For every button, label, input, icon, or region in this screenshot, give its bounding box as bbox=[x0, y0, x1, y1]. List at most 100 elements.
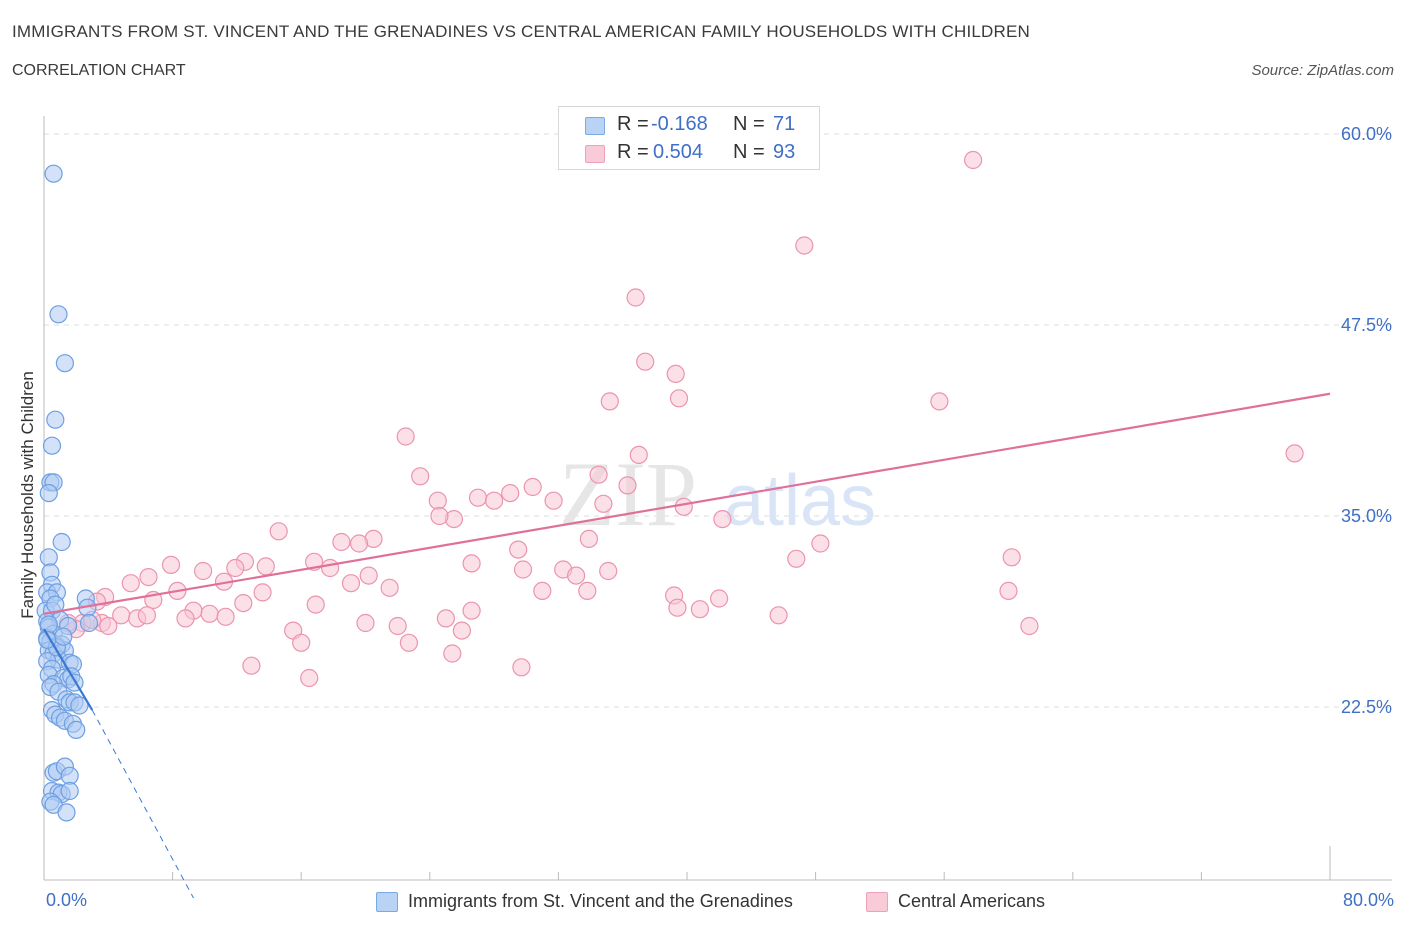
legend-label: Central Americans bbox=[898, 891, 1046, 911]
stats-legend: R = -0.168 N = 71 R = 0.504 N = 93 bbox=[558, 106, 820, 170]
central-americans-point-24 bbox=[430, 506, 449, 526]
immigrants-point-58 bbox=[60, 766, 79, 785]
central-americans-point-51 bbox=[380, 578, 399, 597]
central-americans-point-50 bbox=[341, 574, 361, 593]
central-americans-point-21 bbox=[674, 497, 693, 516]
immigrants-point-9 bbox=[39, 548, 58, 567]
r-value: -0.168 bbox=[651, 113, 708, 135]
central-americans-point-65 bbox=[709, 589, 729, 608]
immigrants-point-3 bbox=[46, 410, 65, 429]
central-americans-point-16 bbox=[468, 488, 488, 507]
central-americans-point-79 bbox=[769, 606, 788, 625]
trend-line-immigrants bbox=[43, 628, 94, 711]
source-credit: Source: ZipAtlas.com bbox=[1251, 62, 1394, 79]
central-americans-point-84 bbox=[452, 621, 471, 640]
central-americans-point-17 bbox=[428, 491, 447, 510]
y-tick-labels: 22.5% 35.0% 47.5% 60.0% bbox=[1341, 124, 1392, 717]
series-immigrants-st-vincent bbox=[36, 164, 99, 822]
central-americans-point-12 bbox=[589, 465, 608, 484]
central-americans-point-25 bbox=[269, 522, 288, 541]
central-americans-point-22 bbox=[713, 509, 732, 529]
immigrants-point-0 bbox=[44, 164, 63, 183]
central-americans-point-46 bbox=[359, 566, 378, 585]
y-tick-label-0: 22.5% bbox=[1341, 697, 1392, 717]
chart-subtitle: CORRELATION CHART bbox=[12, 62, 186, 79]
n-label: N = bbox=[733, 113, 765, 135]
central-americans-point-4 bbox=[666, 364, 685, 383]
central-americans-point-11 bbox=[411, 467, 430, 486]
central-americans-point-14 bbox=[523, 477, 542, 497]
central-americans-point-39 bbox=[161, 555, 181, 575]
central-americans-point-3 bbox=[636, 352, 655, 371]
central-americans-point-87 bbox=[443, 644, 462, 663]
central-americans-point-42 bbox=[513, 560, 533, 579]
n-value: 71 bbox=[773, 113, 796, 135]
y-tick-label-2: 47.5% bbox=[1341, 315, 1392, 335]
central-americans-point-30 bbox=[509, 540, 528, 559]
central-americans-point-33 bbox=[1002, 548, 1021, 567]
immigrants-point-54 bbox=[67, 720, 86, 740]
immigrants-point-68 bbox=[39, 615, 58, 634]
n-label: N = bbox=[733, 141, 765, 163]
immigrants-point-67 bbox=[54, 627, 73, 646]
immigrants-point-69 bbox=[46, 595, 65, 614]
trend-lines bbox=[43, 392, 1331, 899]
central-americans-point-70 bbox=[137, 606, 156, 625]
immigrants-point-2 bbox=[55, 354, 75, 373]
central-americans-point-40 bbox=[194, 561, 213, 581]
central-americans-point-0 bbox=[963, 150, 983, 170]
central-americans-point-61 bbox=[668, 598, 687, 617]
central-americans-point-78 bbox=[388, 616, 407, 636]
immigrants-point-24 bbox=[79, 613, 99, 633]
y-tick-label-1: 35.0% bbox=[1341, 506, 1392, 526]
central-americans-point-48 bbox=[121, 574, 140, 593]
central-americans-point-28 bbox=[350, 534, 369, 553]
central-americans-point-19 bbox=[544, 491, 563, 510]
chart-title: IMMIGRANTS FROM ST. VINCENT AND THE GREN… bbox=[12, 22, 1031, 41]
immigrants-point-70 bbox=[38, 630, 57, 649]
central-americans-point-53 bbox=[253, 583, 272, 602]
r-label: R = bbox=[617, 141, 649, 163]
gridlines bbox=[44, 133, 1392, 708]
central-americans-point-41 bbox=[462, 554, 481, 573]
central-americans-point-13 bbox=[618, 476, 637, 495]
watermark-atlas: atlas bbox=[724, 461, 876, 541]
legend-swatch-pink bbox=[866, 892, 888, 912]
immigrants-point-4 bbox=[42, 436, 62, 455]
legend-swatch-blue bbox=[376, 892, 398, 912]
central-americans-point-81 bbox=[1020, 616, 1039, 636]
central-americans-point-73 bbox=[436, 609, 455, 628]
central-americans-point-66 bbox=[999, 581, 1018, 601]
immigrants-point-1 bbox=[49, 305, 68, 324]
central-americans-point-62 bbox=[462, 601, 481, 620]
immigrants-point-48 bbox=[70, 696, 89, 715]
y-axis-title: Family Households with Children bbox=[18, 371, 37, 619]
legend-swatch-pink bbox=[585, 145, 605, 163]
central-americans-point-31 bbox=[811, 534, 830, 553]
central-americans-point-60 bbox=[306, 595, 325, 614]
n-value: 93 bbox=[773, 141, 796, 163]
trend-line-immigrants-extension bbox=[91, 709, 194, 899]
legend-swatch-blue bbox=[585, 117, 605, 135]
x-tick-label-min: 0.0% bbox=[46, 890, 88, 910]
central-americans-point-9 bbox=[629, 445, 648, 464]
central-americans-point-77 bbox=[356, 613, 375, 633]
central-americans-point-89 bbox=[512, 658, 531, 677]
central-americans-point-10 bbox=[396, 427, 415, 446]
central-americans-point-72 bbox=[176, 609, 195, 628]
central-americans-point-38 bbox=[321, 558, 340, 578]
central-americans-point-55 bbox=[578, 581, 597, 601]
immigrants-point-62 bbox=[60, 781, 79, 801]
legend-label: Immigrants from St. Vincent and the Gren… bbox=[408, 891, 793, 911]
central-americans-point-37 bbox=[256, 557, 275, 576]
central-americans-point-71 bbox=[216, 607, 235, 626]
central-americans-point-44 bbox=[599, 561, 618, 581]
central-americans-point-5 bbox=[669, 389, 689, 408]
central-americans-point-6 bbox=[600, 392, 619, 411]
r-label: R = bbox=[617, 113, 649, 135]
watermark: ZIP atlas bbox=[559, 443, 876, 545]
central-americans-point-80 bbox=[690, 600, 710, 619]
y-tick-label-3: 60.0% bbox=[1341, 124, 1392, 144]
trend-line-central-americans bbox=[43, 392, 1331, 615]
central-americans-point-36 bbox=[226, 558, 245, 578]
